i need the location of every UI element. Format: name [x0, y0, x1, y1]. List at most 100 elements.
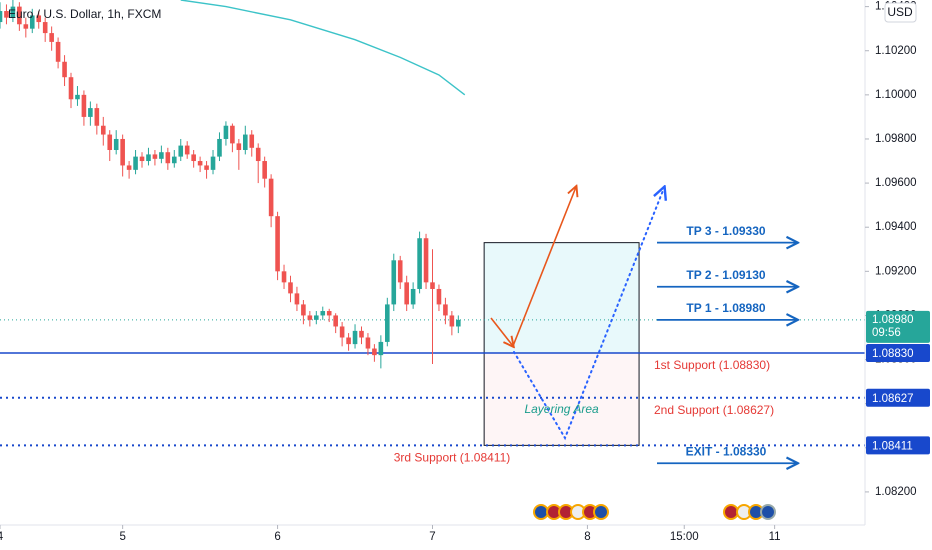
candle-body: [197, 161, 203, 166]
candle-body: [385, 304, 390, 342]
candle-body: [4, 11, 9, 18]
candle-body: [88, 108, 93, 117]
candle-body: [294, 293, 300, 305]
candle-body: [184, 145, 190, 155]
price-badge-label: 1.08411: [872, 440, 913, 452]
x-tick-label: 5: [119, 531, 125, 543]
candle-body: [29, 15, 35, 29]
axis-bg: [0, 525, 865, 550]
candle-body: [288, 282, 293, 294]
candle-body: [320, 311, 326, 316]
moving-average: [180, 0, 466, 96]
price-badge: [866, 436, 930, 455]
price-badge: [866, 343, 930, 362]
candle-body: [275, 216, 280, 272]
event-icon[interactable]: [533, 504, 549, 520]
candle-body: [372, 348, 377, 356]
event-icon[interactable]: [760, 504, 776, 520]
candle-body: [17, 6, 22, 25]
support-label: 1st Support (1.08830): [654, 358, 770, 372]
x-tick-label: 15:00: [670, 531, 699, 543]
candle-layer: [0, 0, 461, 369]
candle-body: [443, 304, 448, 316]
candle-body: [436, 288, 442, 305]
candle-body: [359, 330, 364, 338]
countdown-label: 09:56: [872, 327, 901, 339]
y-tick-label: 1.09200: [875, 265, 917, 277]
target-label: EXIT - 1.08330: [686, 444, 767, 458]
box-border: [483, 242, 640, 446]
candle-body: [146, 154, 151, 162]
candle-body: [42, 22, 48, 34]
candle-body: [75, 94, 80, 100]
candle-body: [100, 125, 106, 135]
candle-body: [81, 94, 87, 117]
candle-body: [62, 61, 67, 78]
currency-label[interactable]: USD: [887, 5, 913, 19]
y-tick-label: 1.09800: [875, 133, 917, 145]
box-label: Layering Area: [524, 402, 599, 416]
candle-body: [255, 147, 261, 162]
candle-body: [262, 161, 267, 179]
target-label: TP 1 - 1.08980: [686, 301, 765, 315]
candle-body: [126, 165, 132, 170]
candle-body: [171, 156, 177, 164]
candle-body: [339, 326, 345, 338]
candle-body: [159, 152, 164, 159]
candle-body: [49, 33, 54, 42]
candle-body: [404, 282, 409, 305]
candle-body: [152, 154, 158, 159]
candle-body: [165, 152, 171, 164]
candle-body: [120, 138, 125, 166]
arrow: [512, 187, 576, 347]
y-tick-label: 1.08200: [875, 486, 917, 498]
candle-body: [223, 125, 229, 139]
candle-body: [397, 260, 403, 283]
candle-body: [236, 143, 242, 150]
profit-zone: [484, 242, 640, 353]
price-badge-label: 1.08980: [872, 314, 914, 326]
y-tick-label: 1.09600: [875, 177, 917, 189]
y-tick-label: 1.09400: [875, 221, 917, 233]
candle-body: [346, 337, 351, 345]
candle-body: [307, 315, 313, 320]
currency-button[interactable]: [884, 2, 917, 23]
candle-body: [230, 125, 235, 144]
position-box-layer: [483, 242, 640, 446]
candle-body: [423, 238, 429, 283]
candle-body: [378, 341, 384, 356]
x-tick-label: 11: [769, 531, 781, 543]
event-icon[interactable]: [593, 504, 609, 520]
candle-body: [268, 178, 274, 217]
candle-body: [417, 238, 422, 289]
support-label: 3rd Support (1.08411): [394, 451, 511, 465]
candle-body: [391, 260, 397, 305]
events: [533, 504, 776, 520]
candle-body: [301, 304, 306, 316]
candle-body: [36, 15, 42, 23]
target-label: TP 2 - 1.09130: [686, 268, 765, 282]
chart-title: Euro / U.S. Dollar, 1h, FXCM: [8, 7, 161, 21]
y-tick-label: 1.10000: [875, 89, 917, 101]
price-badge: [866, 310, 930, 343]
candle-body: [352, 330, 358, 345]
arrow: [513, 188, 664, 441]
candle-body: [107, 134, 113, 150]
axis-bg: [865, 0, 932, 550]
risk-zone: [484, 352, 640, 446]
candle-body: [326, 311, 332, 316]
candle-body: [113, 138, 119, 150]
candle-body: [449, 315, 455, 327]
y-tick-label: 1.10200: [875, 45, 917, 57]
candle-body: [430, 282, 435, 289]
candle-body: [242, 134, 248, 150]
candle-body: [217, 138, 222, 157]
candle-body: [456, 319, 461, 327]
candle-body: [68, 77, 74, 100]
candle-body: [0, 11, 3, 23]
candle-body: [178, 145, 184, 157]
event-icon[interactable]: [723, 504, 739, 520]
